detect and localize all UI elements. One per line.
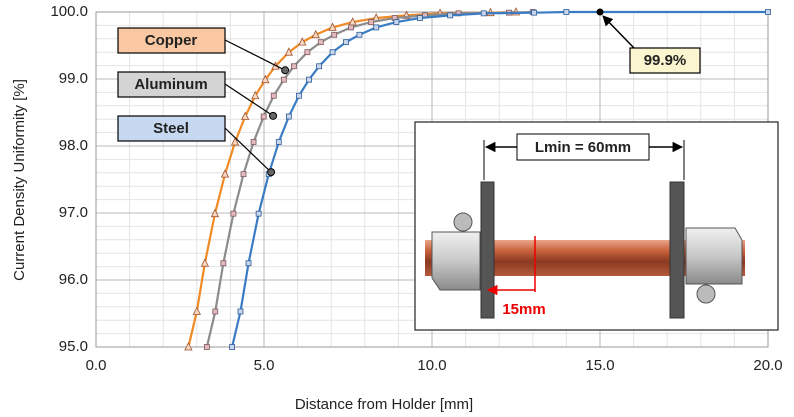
plate [481,182,494,318]
bolt [454,213,472,231]
y-tick-label: 100.0 [50,3,88,20]
data-point [222,170,229,177]
data-point [369,20,374,25]
page: {"chart_data": {"type": "line", "x_label… [0,0,794,417]
y-tick-label: 96.0 [59,271,88,288]
data-point [330,50,335,55]
data-point [766,10,771,15]
x-tick-label: 10.0 [417,357,446,374]
data-point [305,50,310,55]
data-point [307,77,312,82]
callout-point [282,67,289,74]
x-tick-label: 5.0 [254,357,275,374]
inset: Lmin = 60mm 15mm [415,122,778,330]
y-tick-label: 95.0 [59,338,88,355]
x-tick-label: 20.0 [753,357,782,374]
data-point [564,10,569,15]
x-axis-label: Distance from Holder [mm] [295,396,473,413]
legend-label: Copper [145,32,198,49]
annotation-point [597,9,604,16]
data-point [201,259,208,266]
data-point [193,307,200,314]
bolt [697,285,715,303]
data-point [317,64,322,69]
data-point [532,10,537,15]
data-point [448,13,453,18]
data-point [238,309,243,314]
data-point [286,114,291,119]
data-point [332,32,337,37]
x-tick-label: 0.0 [86,357,107,374]
holder-right [686,228,742,284]
data-point [232,138,239,145]
data-point [343,40,348,45]
data-point [241,172,246,177]
data-point [231,211,236,216]
data-point [204,345,209,350]
data-point [221,261,226,266]
plate [670,182,684,318]
data-point [417,16,422,21]
data-point [271,93,276,98]
data-point [251,139,256,144]
callout-point [270,112,277,119]
data-point [261,114,266,119]
data-point [296,93,301,98]
legend-label: Aluminum [134,76,207,93]
data-point [213,309,218,314]
data-point [374,25,379,30]
x-tick-label: 15.0 [585,357,614,374]
data-point [357,32,362,37]
data-point [276,139,281,144]
data-point [230,345,235,350]
data-point [481,11,486,16]
annotation-arrow [603,16,634,48]
data-point [291,64,296,69]
data-point [349,25,354,30]
offset-label: 15mm [502,301,545,318]
data-point [256,211,261,216]
y-tick-label: 98.0 [59,137,88,154]
chart: Copper Aluminum Steel 99.9% Distance from H… [0,0,794,417]
dimension-label: Lmin = 60mm [535,139,631,156]
data-point [318,40,323,45]
callout-point [268,169,275,176]
y-tick-label: 97.0 [59,204,88,221]
y-tick-label: 99.0 [59,70,88,87]
data-point [281,77,286,82]
y-axis-label: Current Density Uniformity [%] [11,79,28,281]
annotation-label: 99.9% [644,52,687,69]
data-point [394,20,399,25]
legend-label: Steel [153,120,189,137]
data-point [246,261,251,266]
holder-left [432,232,480,290]
